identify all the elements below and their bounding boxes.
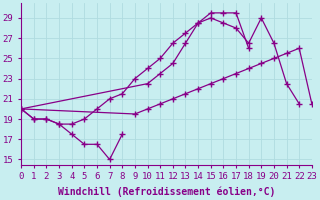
X-axis label: Windchill (Refroidissement éolien,°C): Windchill (Refroidissement éolien,°C) [58,187,275,197]
